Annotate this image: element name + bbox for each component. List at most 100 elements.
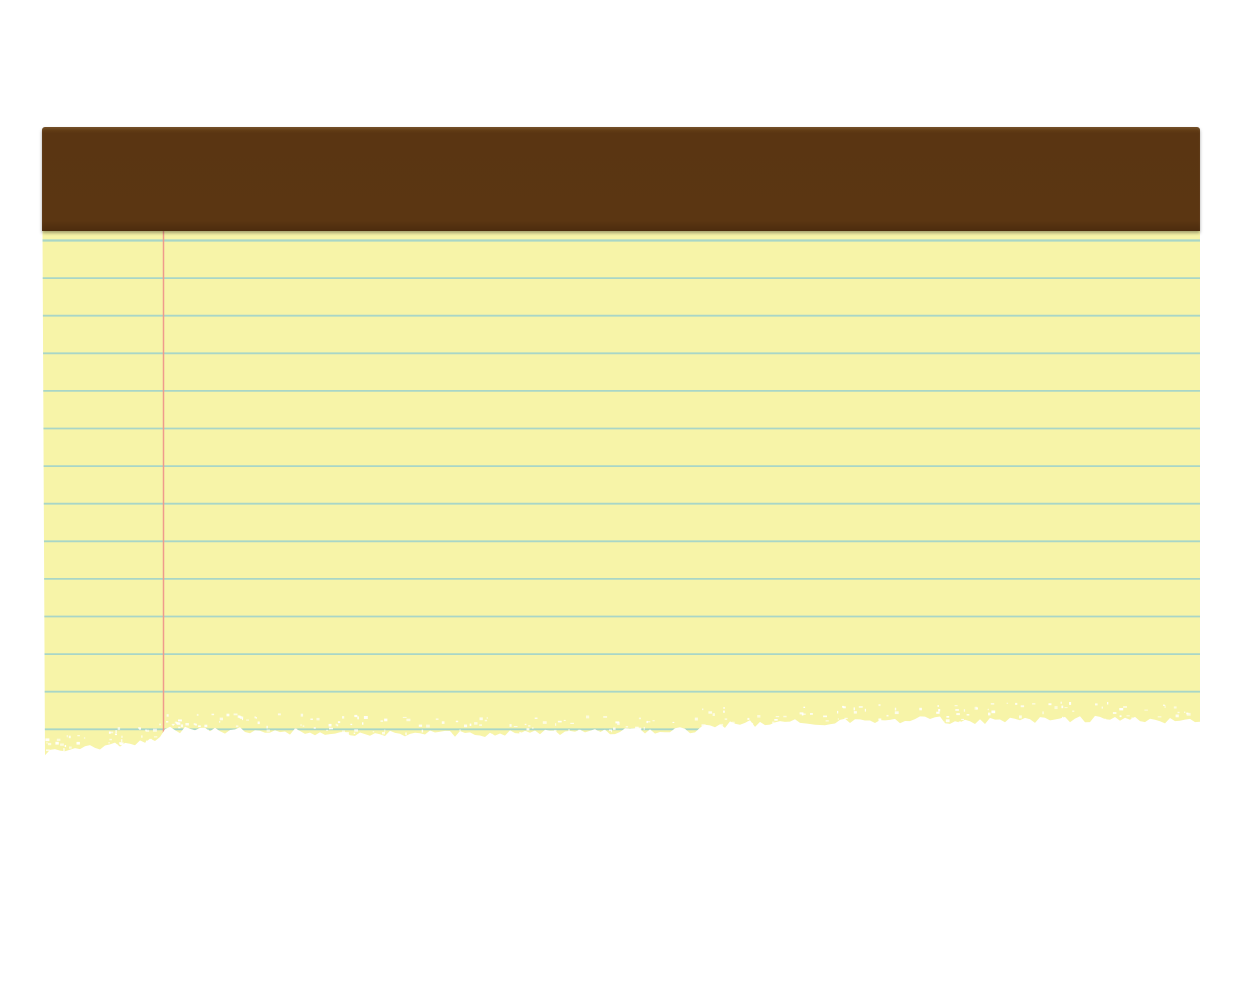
torn-speckle	[526, 728, 530, 731]
torn-speckle	[747, 717, 750, 720]
torn-speckle	[1020, 705, 1025, 708]
torn-speckle	[843, 706, 846, 709]
torn-speckle	[68, 735, 71, 739]
torn-speckle	[121, 735, 123, 738]
torn-speckle	[145, 729, 147, 731]
torn-speckle	[60, 743, 64, 746]
torn-speckle	[242, 717, 243, 721]
torn-speckle	[342, 716, 345, 719]
torn-speckle	[382, 732, 385, 735]
torn-speckle	[603, 716, 608, 718]
torn-speckle	[426, 724, 430, 728]
torn-speckle	[469, 723, 472, 726]
torn-speckle	[1069, 702, 1072, 705]
torn-speckle	[917, 717, 920, 720]
torn-speckle	[638, 717, 641, 720]
torn-speckle	[219, 721, 221, 723]
torn-speckle	[114, 744, 119, 746]
paper-sheet	[42, 231, 1200, 756]
torn-speckle	[1112, 712, 1117, 714]
torn-speckle	[193, 723, 196, 725]
torn-speckle	[255, 717, 257, 719]
torn-speckle	[577, 729, 581, 732]
torn-speckle	[810, 713, 813, 715]
torn-speckle	[484, 719, 488, 722]
torn-speckle	[1054, 706, 1058, 710]
torn-speckle	[858, 706, 863, 708]
torn-speckle	[1032, 703, 1036, 705]
torn-speckle	[141, 735, 143, 738]
torn-speckle	[337, 721, 341, 724]
torn-speckle	[918, 718, 921, 720]
torn-speckle	[185, 723, 189, 726]
torn-speckle	[1107, 702, 1109, 705]
torn-speckle	[1064, 707, 1068, 709]
torn-speckle	[277, 713, 281, 716]
torn-speckle	[937, 705, 939, 707]
torn-speckle	[1177, 711, 1180, 714]
torn-speckle	[166, 714, 169, 717]
torn-speckle	[853, 711, 857, 714]
torn-speckle	[421, 729, 424, 733]
torn-speckle	[991, 710, 996, 714]
torn-speckle	[1042, 711, 1044, 715]
torn-speckle	[1144, 709, 1148, 711]
torn-speckle	[66, 735, 68, 738]
torn-speckle	[643, 726, 645, 730]
torn-speckle	[115, 730, 117, 733]
torn-speckle	[341, 730, 345, 733]
torn-speckle	[1072, 710, 1075, 712]
torn-speckle	[954, 705, 958, 707]
torn-speckle	[435, 718, 439, 720]
torn-speckle	[1097, 719, 1101, 721]
torn-speckle	[198, 725, 201, 727]
torn-speckle	[611, 730, 612, 733]
torn-speckle	[1062, 716, 1064, 719]
torn-speckle	[114, 733, 117, 736]
torn-speckle	[1131, 717, 1135, 721]
torn-speckle	[266, 725, 268, 729]
torn-speckle	[1015, 702, 1018, 705]
torn-speckle	[886, 714, 889, 717]
torn-speckle	[138, 727, 140, 729]
torn-speckle	[77, 735, 80, 737]
torn-speckle	[557, 720, 562, 723]
torn-speckle	[329, 727, 333, 730]
torn-speckle	[108, 742, 110, 744]
torn-speckle	[479, 717, 483, 721]
torn-speckle	[894, 707, 897, 711]
torn-speckle	[45, 738, 50, 742]
torn-speckle	[534, 717, 538, 719]
torn-speckle	[946, 716, 950, 718]
torn-speckle	[990, 703, 995, 705]
torn-speckle	[1048, 703, 1052, 706]
torn-speckle	[974, 706, 978, 710]
torn-speckle	[919, 707, 922, 711]
torn-speckle	[720, 723, 724, 727]
torn-speckle	[459, 729, 461, 731]
torn-speckle	[153, 736, 158, 738]
torn-speckle	[723, 707, 725, 709]
torn-speckle	[955, 709, 959, 711]
torn-speckle	[418, 724, 423, 727]
torn-speckle	[363, 716, 368, 719]
torn-speckle	[757, 715, 761, 718]
torn-speckle	[150, 738, 153, 742]
torn-speckle	[313, 727, 316, 729]
torn-speckle	[532, 727, 534, 730]
torn-speckle	[175, 722, 179, 724]
torn-speckle	[802, 713, 806, 715]
torn-speckle	[47, 742, 52, 746]
torn-speckle	[731, 721, 735, 725]
torn-speckle	[646, 721, 651, 723]
torn-speckle	[180, 724, 184, 728]
torn-speckle	[145, 729, 150, 732]
torn-speckle	[372, 731, 375, 733]
torn-speckle	[747, 721, 750, 724]
torn-speckle	[961, 718, 964, 720]
torn-speckle	[1186, 712, 1191, 716]
torn-speckle	[204, 724, 208, 728]
torn-speckle	[963, 709, 966, 712]
torn-speckle	[672, 721, 675, 723]
